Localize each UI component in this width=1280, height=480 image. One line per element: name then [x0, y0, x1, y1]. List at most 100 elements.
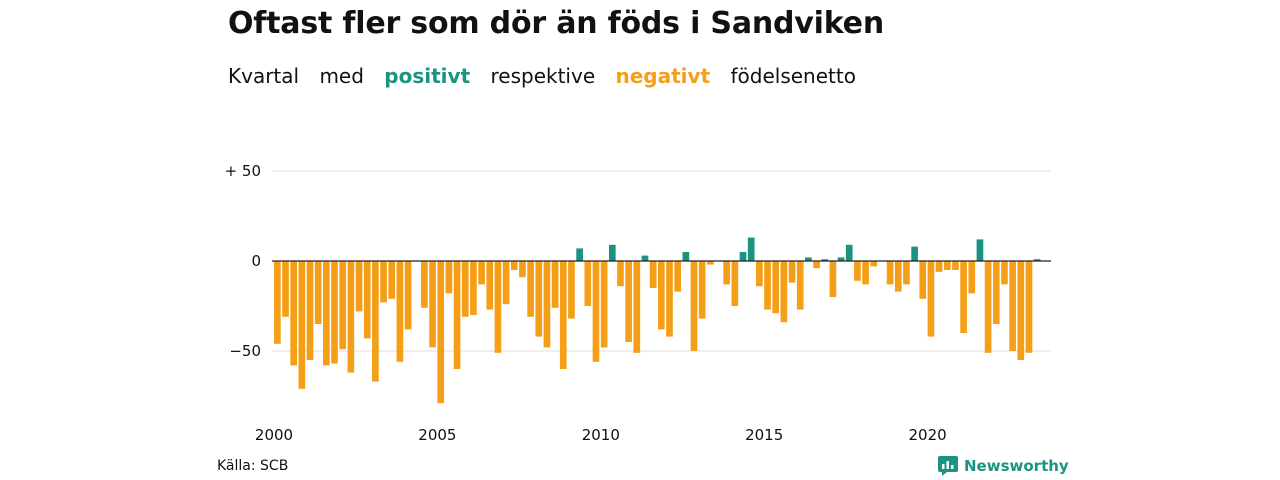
bar: [984, 261, 992, 353]
y-tick-label: 0: [251, 252, 261, 270]
bar: [682, 252, 690, 261]
bar: [960, 261, 967, 333]
bar: [976, 239, 984, 261]
bar: [772, 261, 780, 314]
bar: [666, 261, 673, 337]
bar: [756, 261, 763, 287]
bar: [510, 261, 518, 270]
bar: [780, 261, 788, 323]
bar: [445, 261, 453, 294]
bar: [274, 261, 281, 344]
bar: [306, 261, 314, 360]
bar: [1001, 261, 1008, 285]
bar: [837, 257, 845, 261]
bar: [641, 255, 649, 261]
bar: [478, 261, 485, 285]
bar: [502, 261, 510, 305]
bar: [894, 261, 902, 292]
bar: [470, 261, 477, 315]
bar: [707, 261, 714, 265]
bar: [854, 261, 861, 281]
bar: [805, 257, 812, 261]
bar: [388, 261, 396, 299]
bar: [592, 261, 600, 362]
bar: [453, 261, 461, 369]
brand-name: Newsworthy: [964, 457, 1069, 475]
bar: [992, 261, 1000, 324]
bar: [674, 261, 681, 292]
bar: [886, 261, 894, 285]
bar: [911, 246, 918, 261]
bar: [355, 261, 363, 312]
bar: [551, 261, 559, 308]
bar: [584, 261, 592, 306]
subtitle-word-med: med: [319, 64, 364, 88]
bar: [486, 261, 494, 310]
subtitle-word-fodelsenetto: födelsenetto: [730, 64, 856, 88]
bar: [813, 261, 820, 269]
newsworthy-logo: Newsworthy: [938, 456, 1069, 476]
bar: [461, 261, 469, 317]
bar: [698, 261, 706, 319]
bar: [821, 259, 829, 261]
bar: [862, 261, 869, 285]
bar: [968, 261, 976, 294]
bar: [331, 261, 338, 364]
bar: [380, 261, 387, 303]
bar: [796, 261, 804, 310]
x-tick-label: 2020: [909, 426, 947, 444]
bar: [559, 261, 567, 369]
bar: [617, 261, 624, 287]
subtitle-negative: negativt: [615, 64, 711, 88]
bar: [568, 261, 575, 319]
bar: [829, 261, 837, 297]
bar: [935, 261, 943, 272]
y-tick-label: −50: [229, 342, 261, 360]
bar: [1009, 261, 1016, 351]
bar: [396, 261, 404, 362]
bar: [519, 261, 526, 278]
bar: [437, 261, 445, 404]
chart-title: Oftast fler som dör än föds i Sandviken: [228, 6, 884, 41]
bar: [290, 261, 298, 366]
bar: [739, 252, 747, 261]
bar: [314, 261, 322, 324]
bar: [339, 261, 347, 350]
bar: [919, 261, 927, 299]
y-tick-label: + 50: [225, 162, 261, 180]
bar: [625, 261, 632, 342]
bar: [747, 237, 755, 261]
subtitle-word-kvartal: Kvartal: [228, 64, 300, 88]
bar: [600, 261, 608, 348]
bar: [690, 261, 698, 351]
bar: [421, 261, 428, 308]
bar: [845, 244, 853, 261]
bar: [657, 261, 665, 330]
bar: [535, 261, 543, 337]
bar: [731, 261, 739, 306]
x-tick-label: 2005: [418, 426, 456, 444]
bar: [927, 261, 935, 337]
subtitle-positive: positivt: [384, 64, 471, 88]
bar: [543, 261, 551, 348]
bar: [788, 261, 796, 283]
x-tick-label: 2000: [255, 426, 293, 444]
x-tick-label: 2015: [745, 426, 783, 444]
bar: [494, 261, 502, 353]
bar: [903, 261, 910, 285]
subtitle-word-respektive: respektive: [490, 64, 596, 88]
bar: [363, 261, 371, 339]
bar: [282, 261, 289, 317]
bar: [347, 261, 355, 373]
bar: [870, 261, 878, 267]
newsworthy-logo-icon: [938, 456, 958, 476]
bar: [576, 248, 583, 261]
bar: [952, 261, 959, 270]
bar: [764, 261, 771, 310]
bar: [633, 261, 641, 353]
bar: [404, 261, 412, 330]
bar: [429, 261, 436, 348]
bar: [298, 261, 306, 389]
bar: [1033, 259, 1041, 261]
